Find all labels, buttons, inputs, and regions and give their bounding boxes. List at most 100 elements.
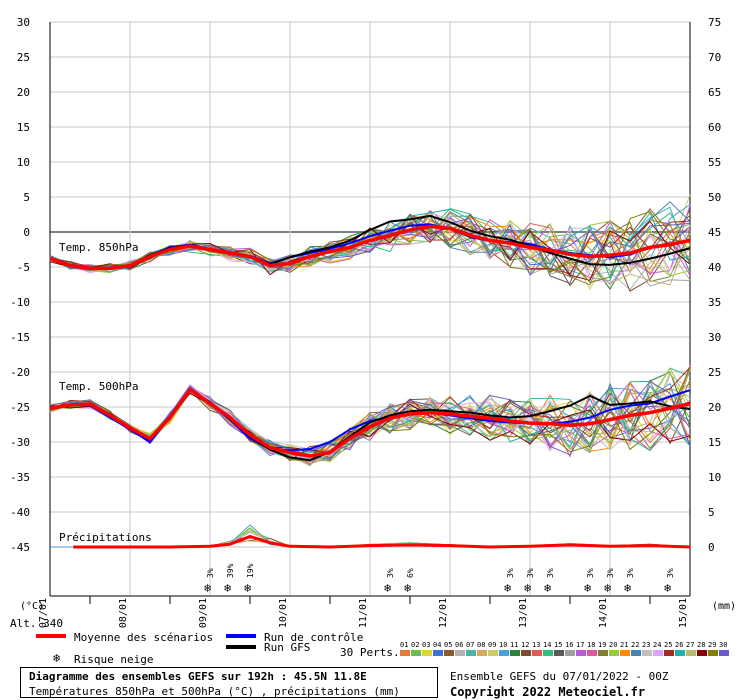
snow-risk-pct: 3% xyxy=(546,568,555,578)
pert-legend-swatch xyxy=(400,650,410,656)
left-tick-label: 10 xyxy=(17,156,30,169)
snow-risk-icon: ❄ xyxy=(664,581,671,595)
pert-legend-label: 28 xyxy=(697,641,705,649)
legend-control-swatch xyxy=(226,634,256,638)
left-tick-label: 25 xyxy=(17,51,30,64)
right-tick-label: 15 xyxy=(708,436,721,449)
snow-risk-icon: ❄ xyxy=(384,581,391,595)
pert-legend-label: 04 xyxy=(433,641,441,649)
pert-legend-label: 01 xyxy=(400,641,408,649)
t500-mean-line xyxy=(49,387,691,458)
footer-subtitle: Températures 850hPa et 500hPa (°C) , pré… xyxy=(29,685,400,698)
x-tick-label: 11/01 xyxy=(358,598,369,628)
left-tick-label: 5 xyxy=(23,191,30,204)
pert-legend-swatch xyxy=(466,650,476,656)
t850-mean-line xyxy=(49,224,691,271)
pert-legend-swatch xyxy=(653,650,663,656)
pert-legend-label: 08 xyxy=(477,641,485,649)
legend-mean-swatch xyxy=(36,634,66,638)
pert-legend-swatch xyxy=(675,650,685,656)
left-tick-label: 30 xyxy=(17,16,30,29)
legend-gfs-swatch xyxy=(226,645,256,649)
snow-risk-pct: 3% xyxy=(206,568,215,578)
left-tick-label: -45 xyxy=(10,541,30,554)
left-tick-label: -30 xyxy=(10,436,30,449)
pert-legend-swatch xyxy=(422,650,432,656)
left-tick-label: 15 xyxy=(17,121,30,134)
pert-legend-swatch xyxy=(510,650,520,656)
left-tick-label: -20 xyxy=(10,366,30,379)
pert-legend-label: 27 xyxy=(686,641,694,649)
pert-legend-swatch xyxy=(631,650,641,656)
snow-risk-pct: 6% xyxy=(406,568,415,578)
x-tick-label: 12/01 xyxy=(438,598,449,628)
snow-risk-icon: ❄ xyxy=(404,581,411,595)
legend-mean-label: Moyenne des scénarios xyxy=(74,631,213,644)
right-tick-label: 65 xyxy=(708,86,721,99)
pert-legend-swatch xyxy=(532,650,542,656)
left-tick-label: -40 xyxy=(10,506,30,519)
snow-risk-icon: ❄ xyxy=(504,581,511,595)
left-tick-label: 20 xyxy=(17,86,30,99)
pert-legend-swatch xyxy=(598,650,608,656)
snow-risk-icon: ❄ xyxy=(604,581,611,595)
pert-legend-swatch xyxy=(609,650,619,656)
pert-legend-swatch xyxy=(708,650,718,656)
footer-run: Ensemble GEFS du 07/01/2022 - 00Z xyxy=(450,670,669,683)
pert-legend-swatch xyxy=(433,650,443,656)
x-tick-label: 14/01 xyxy=(598,598,609,628)
pert-legend-label: 25 xyxy=(664,641,672,649)
snow-risk-pct: 3% xyxy=(386,568,395,578)
footer-title: Diagramme des ensembles GEFS sur 192h : … xyxy=(29,670,367,683)
precip-mean-line xyxy=(73,534,691,549)
pert-legend-swatch xyxy=(642,650,652,656)
right-tick-label: 75 xyxy=(708,16,721,29)
pert-legend-label: 09 xyxy=(488,641,496,649)
pert-legend-label: 02 xyxy=(411,641,419,649)
pert-legend-swatch xyxy=(565,650,575,656)
snow-risk-pct: 3% xyxy=(626,568,635,578)
pert-legend-label: 05 xyxy=(444,641,452,649)
x-tick-label: 09/01 xyxy=(198,598,209,628)
pert-legend-label: 22 xyxy=(631,641,639,649)
snow-risk-pct: 3% xyxy=(586,568,595,578)
snow-risk-icon: ❄ xyxy=(204,581,211,595)
snow-risk-icon: ❄ xyxy=(224,581,231,595)
right-tick-label: 10 xyxy=(708,471,721,484)
pert-legend-label: 17 xyxy=(576,641,584,649)
pert-legend-label: 26 xyxy=(675,641,683,649)
pert-legend-label: 19 xyxy=(598,641,606,649)
x-tick-label: 10/01 xyxy=(278,598,289,628)
snow-risk-icon: ❄ xyxy=(524,581,531,595)
left-tick-label: -5 xyxy=(17,261,30,274)
precip-panel-label: Précipitations xyxy=(59,531,152,544)
pert-legend-swatch xyxy=(576,650,586,656)
pert-legend-swatch xyxy=(697,650,707,656)
pert-legend-label: 10 xyxy=(499,641,507,649)
pert-legend-label: 11 xyxy=(510,641,518,649)
pert-legend-swatch xyxy=(620,650,630,656)
snow-risk-icon: ❄ xyxy=(624,581,631,595)
right-tick-label: 20 xyxy=(708,401,721,414)
snow-risk-pct: 19% xyxy=(246,563,255,578)
right-tick-label: 40 xyxy=(708,261,721,274)
pert-legend-label: 06 xyxy=(455,641,463,649)
axis-labels: 07/01 08/01 09/01 10/01 11/01 12/01 13/01 14/01… xyxy=(10,16,721,628)
pert-legend-swatch xyxy=(521,650,531,656)
snow-risk-icon: ❄ xyxy=(544,581,551,595)
pert-legend-swatch xyxy=(543,650,553,656)
snow-risk-icon: ❄ xyxy=(244,581,251,595)
legend-perts-label: 30 Perts. xyxy=(340,646,400,659)
pert-legend-swatch xyxy=(587,650,597,656)
perturbation-legend: 01 02 03 04 05 06 07 08 09 10 11 12 13 14 15 16 17 18 19 20… xyxy=(400,641,729,656)
snow-risk-icon: ❄ xyxy=(584,581,591,595)
pert-legend-label: 14 xyxy=(543,641,551,649)
pert-legend-label: 30 xyxy=(719,641,727,649)
pert-legend-swatch xyxy=(499,650,509,656)
pert-legend-swatch xyxy=(411,650,421,656)
legend: Moyenne des scénarios Run de contrôle Ru… xyxy=(36,631,729,666)
right-tick-label: 5 xyxy=(708,506,715,519)
right-tick-label: 35 xyxy=(708,296,721,309)
pert-legend-swatch xyxy=(554,650,564,656)
